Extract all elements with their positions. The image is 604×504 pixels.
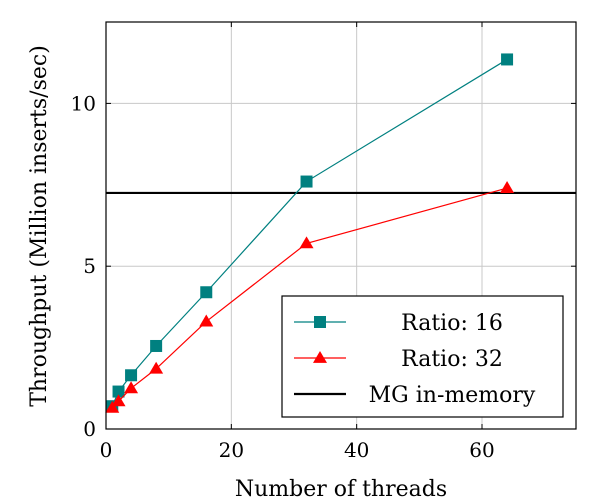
data-point xyxy=(111,394,126,407)
series-2 xyxy=(105,181,515,413)
legend-label: Ratio: 16 xyxy=(401,311,503,336)
data-point xyxy=(500,181,515,193)
data-point xyxy=(105,400,120,413)
y-axis-label: Throughput (Million inserts/sec) xyxy=(27,45,52,407)
series-1 xyxy=(106,53,514,413)
legend-swatch-marker xyxy=(314,316,326,328)
y-tick-label: 0 xyxy=(83,417,96,441)
data-point xyxy=(199,314,214,327)
legend-box xyxy=(281,295,564,418)
data-point xyxy=(124,381,139,394)
legend-swatch-marker xyxy=(313,351,327,363)
x-tick-label: 20 xyxy=(219,438,244,462)
legend: Ratio: 16 Ratio: 32 MG in-memory xyxy=(281,295,564,418)
y-tick-label: 10 xyxy=(71,91,96,115)
legend-entry: Ratio: 16 xyxy=(294,311,503,336)
data-point xyxy=(299,236,314,249)
data-point xyxy=(501,53,514,66)
x-axis-label: Number of threads xyxy=(235,477,447,502)
legend-entry: Ratio: 32 xyxy=(294,347,503,372)
data-point xyxy=(125,369,138,382)
x-tick-label: 0 xyxy=(100,438,113,462)
data-point xyxy=(200,286,213,299)
data-point xyxy=(150,339,163,352)
series xyxy=(105,53,515,413)
tick-labels: 0 20 40 60 0 5 10 xyxy=(71,22,576,462)
plot-frame xyxy=(105,21,577,430)
legend-label: Ratio: 32 xyxy=(401,347,503,372)
x-tick-label: 40 xyxy=(344,438,369,462)
legend-entry: MG in-memory xyxy=(294,383,536,408)
y-tick-label: 5 xyxy=(83,254,96,278)
data-point xyxy=(112,385,125,398)
x-tick-label: 60 xyxy=(469,438,494,462)
data-point xyxy=(149,361,164,374)
data-point xyxy=(300,175,313,188)
legend-label: MG in-memory xyxy=(369,383,536,408)
